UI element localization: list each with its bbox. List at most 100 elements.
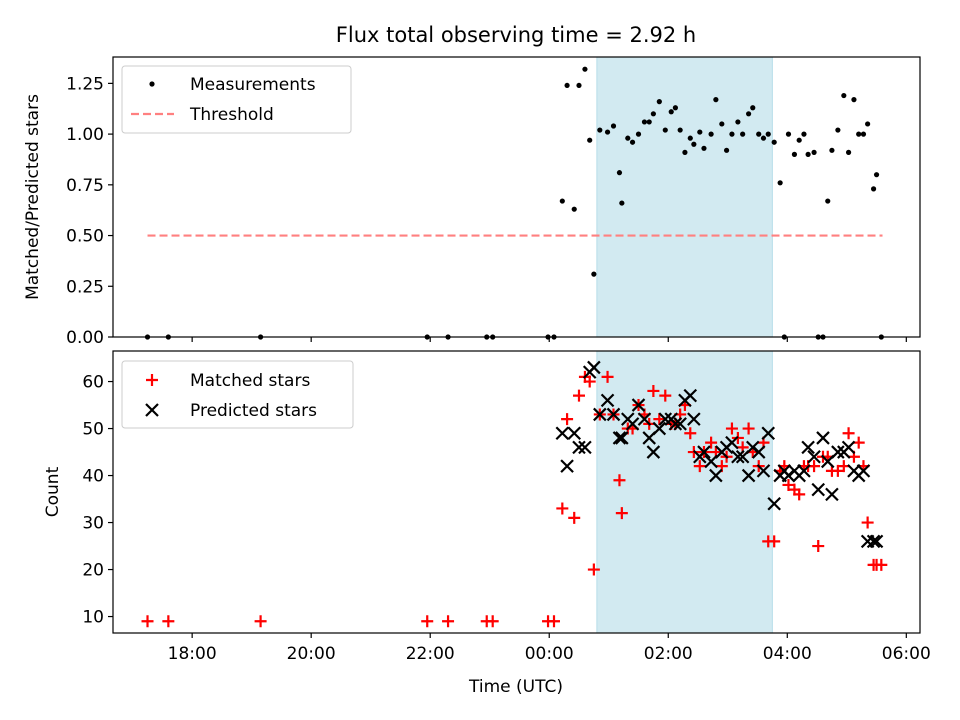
measurement-point: [668, 109, 674, 115]
measurement-point: [760, 135, 767, 141]
measurement-point: [697, 129, 703, 135]
measurement-point: [691, 141, 697, 147]
matched-star-marker: [141, 615, 154, 628]
bottom-x-tick-label: 20:00: [287, 644, 336, 664]
bottom-legend: Matched stars Predicted stars: [121, 360, 354, 429]
predicted-star-marker: [816, 431, 830, 445]
predicted-star-marker: [811, 482, 826, 497]
top-y-tick-label: 0.25: [66, 277, 104, 297]
bottom-x-tick-label: 00:00: [525, 644, 574, 664]
measurement-point: [635, 131, 642, 137]
bottom-legend-box: [121, 360, 354, 429]
measurement-point: [785, 131, 792, 137]
measurement-point: [616, 170, 623, 176]
bottom-x-label: Time (UTC): [468, 677, 563, 697]
measurement-point: [650, 111, 656, 117]
matched-star-marker: [601, 370, 614, 383]
matched-star-marker: [725, 422, 738, 435]
measurement-point: [825, 198, 831, 204]
matched-star-marker: [842, 427, 855, 440]
predicted-star-marker: [856, 464, 871, 478]
top-plot-frame: [112, 56, 921, 338]
measurement-point: [604, 129, 611, 135]
matched-star-marker: [768, 535, 781, 548]
top-y-tick-label: 0.75: [66, 176, 104, 196]
legend-measurements-label: Measurements: [190, 75, 316, 95]
predicted-star-marker: [572, 440, 586, 455]
measurement-point: [870, 186, 877, 192]
bottom-y-tick-label: 40: [82, 467, 104, 487]
measurement-point: [582, 66, 588, 72]
matched-star-marker: [568, 511, 581, 524]
measurement-point: [835, 127, 841, 133]
predicted-star-marker: [704, 454, 718, 469]
predicted-star-marker: [606, 407, 621, 422]
measurement-point: [656, 99, 662, 105]
measurement-point: [625, 135, 631, 141]
predicted-star-marker: [587, 360, 601, 375]
top-y-tick-label: 0.00: [66, 328, 104, 348]
legend-matched-label: Matched stars: [190, 371, 310, 391]
bottom-x-tick-label: 18:00: [168, 644, 217, 664]
measurement-point: [719, 121, 725, 127]
measurement-point: [856, 131, 862, 137]
measurement-point: [591, 271, 597, 277]
measurement-point: [662, 127, 668, 133]
matched-star-marker: [572, 389, 585, 402]
bottom-panel: 10 20 30 40 50 60 18:00 20:00 22:00 00:00 02:00 04…: [43, 350, 931, 697]
matched-star-marker: [561, 413, 574, 426]
predicted-star-marker: [658, 412, 673, 426]
bottom-y-tick-label: 60: [82, 373, 104, 393]
bottom-y-tick-label: 20: [82, 561, 104, 581]
matched-star-marker: [861, 516, 874, 529]
measurement-point: [564, 82, 570, 89]
measurement-point: [740, 131, 746, 137]
top-shaded-region: [596, 56, 773, 338]
matched-star-marker: [684, 427, 697, 440]
top-y-tick-label: 1.25: [66, 74, 104, 94]
bottom-x-tick-label: 04:00: [763, 644, 812, 664]
measurement-point: [619, 200, 625, 206]
predicted-star-marker: [683, 388, 698, 403]
measurement-point: [677, 127, 683, 133]
predicted-star-marker: [741, 468, 756, 483]
matched-star-marker: [615, 507, 628, 520]
top-legend-box: [121, 65, 352, 134]
bottom-x-tick-label: 22:00: [406, 644, 455, 664]
matched-star-marker: [613, 474, 626, 487]
matched-star-marker: [587, 563, 600, 576]
predicted-star-marker: [687, 412, 701, 426]
bottom-x-tick-label: 06:00: [882, 644, 931, 664]
measurement-point: [646, 119, 652, 125]
bottom-y-tick-label: 50: [82, 420, 104, 440]
top-y-label: Matched/Predicted stars: [23, 94, 43, 300]
top-x-axis-ticks: [191, 337, 907, 342]
predicted-star-marker: [673, 417, 687, 431]
measurement-point: [851, 97, 857, 103]
measurement-point: [587, 137, 593, 143]
measurement-point: [735, 119, 741, 125]
predicted-star-marker: [652, 421, 667, 436]
bottom-shaded-region: [596, 350, 773, 634]
matched-star-marker: [653, 413, 666, 426]
measurement-point: [805, 151, 811, 157]
matched-star-marker: [647, 384, 660, 397]
bottom-y-tick-label: 10: [82, 608, 104, 628]
predicted-star-marker: [668, 417, 683, 431]
top-legend: Measurements Threshold: [121, 65, 352, 134]
bottom-y-tick-label: 30: [82, 514, 104, 534]
measurement-point: [597, 127, 603, 133]
measurement-point: [777, 180, 783, 186]
measurement-point: [750, 105, 756, 111]
predicted-star-marker: [560, 459, 574, 473]
predicted-star-marker: [578, 440, 592, 455]
measurement-point: [708, 131, 714, 137]
bottom-y-axis: 10 20 30 40 50 60: [82, 373, 113, 628]
matched-star-marker: [875, 558, 888, 571]
measurement-point: [682, 149, 688, 155]
predicted-star-marker: [637, 412, 652, 426]
predicted-star-marker: [567, 426, 582, 441]
top-panel: 0.00 0.25 0.50 0.75 1.00 1.25 Matched/Predict…: [23, 56, 921, 348]
measurement-point: [571, 206, 577, 212]
